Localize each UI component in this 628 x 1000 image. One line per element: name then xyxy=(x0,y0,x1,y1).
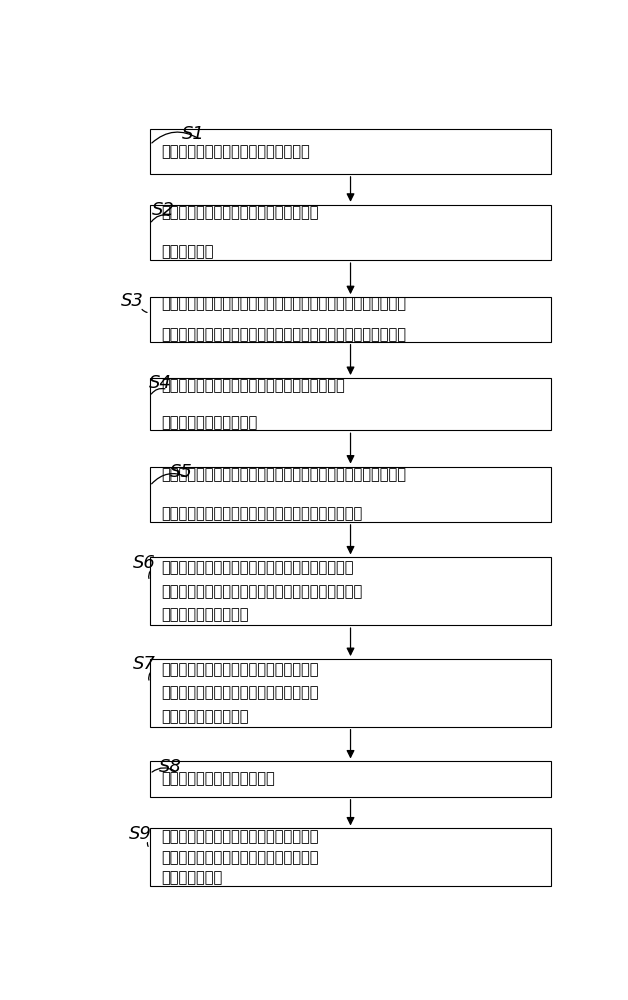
FancyBboxPatch shape xyxy=(150,557,551,625)
Text: S9: S9 xyxy=(129,825,152,843)
Text: 至盾构平移横通道上端，在组装井内将盾尾吸装于所述中盾后端: 至盾构平移横通道上端，在组装井内将盾尾吸装于所述中盾后端 xyxy=(161,328,406,343)
Text: S5: S5 xyxy=(170,463,193,481)
Text: 在所述盾构组装与出土竟井内组装盾构机: 在所述盾构组装与出土竟井内组装盾构机 xyxy=(161,206,319,221)
Text: 在所述盾构转向暗掘隧道内安装盾构反力: 在所述盾构转向暗掘隧道内安装盾构反力 xyxy=(161,662,319,677)
FancyBboxPatch shape xyxy=(150,828,551,886)
Text: 处，所述盾构机转体平移进入所述盾构转向暗掘隧道: 处，所述盾构机转体平移进入所述盾构转向暗掘隧道 xyxy=(161,506,363,521)
Text: 所述盾构机移动至所述盾构平移横通道与盾构转向暗掘隧道交接: 所述盾构机移动至所述盾构平移横通道与盾构转向暗掘隧道交接 xyxy=(161,467,406,482)
Text: 所述盾构机的所述前盾和所述中盾同时向前移动，所述前盾移动: 所述盾构机的所述前盾和所述中盾同时向前移动，所述前盾移动 xyxy=(161,296,406,311)
Text: 态，盾构机进入旋转位置: 态，盾构机进入旋转位置 xyxy=(161,415,257,430)
Text: 安装盾构后续台车装置: 安装盾构后续台车装置 xyxy=(161,607,249,622)
FancyBboxPatch shape xyxy=(150,466,551,522)
FancyBboxPatch shape xyxy=(150,297,551,342)
Text: S2: S2 xyxy=(153,201,175,219)
Text: S1: S1 xyxy=(181,125,205,143)
FancyBboxPatch shape xyxy=(150,378,551,430)
Text: S3: S3 xyxy=(121,292,144,310)
Text: 位置暗掘隧道，在所述分体始发台车布置暗掘隧道内: 位置暗掘隧道，在所述分体始发台车布置暗掘隧道内 xyxy=(161,584,363,599)
Text: 在所述盾构平移横通道内平移和调整盾构机的姿: 在所述盾构平移横通道内平移和调整盾构机的姿 xyxy=(161,378,345,393)
FancyBboxPatch shape xyxy=(150,659,551,727)
Text: 进，掘掘出盾构隧道，并在所述盾构隧道: 进，掘掘出盾构隧道，并在所述盾构隧道 xyxy=(161,850,319,865)
FancyBboxPatch shape xyxy=(150,761,551,797)
FancyBboxPatch shape xyxy=(150,205,551,260)
Text: 内拼装盾构管片: 内拼装盾构管片 xyxy=(161,870,223,885)
Text: 述盾构转向暗掘隧道内: 述盾构转向暗掘隧道内 xyxy=(161,709,249,724)
FancyBboxPatch shape xyxy=(150,129,551,174)
Text: 所述盾构机进行分体始发施工: 所述盾构机进行分体始发施工 xyxy=(161,772,275,787)
Text: 在盾构组装与出土竟井内安装盾构基座: 在盾构组装与出土竟井内安装盾构基座 xyxy=(161,144,310,159)
Text: S4: S4 xyxy=(148,374,171,392)
Text: S8: S8 xyxy=(158,758,181,776)
Text: 的前盾和中盾: 的前盾和中盾 xyxy=(161,244,214,259)
Text: 所述盾构机在需要掘进的盾构区间进行掘: 所述盾构机在需要掘进的盾构区间进行掘 xyxy=(161,830,319,845)
Text: S6: S6 xyxy=(133,554,156,572)
Text: 架及电瓶车运输轨道，盾构管片运输至所: 架及电瓶车运输轨道，盾构管片运输至所 xyxy=(161,685,319,700)
Text: 所述盾构机由所述盾构转向暗掘隧道进入盾构始发: 所述盾构机由所述盾构转向暗掘隧道进入盾构始发 xyxy=(161,560,354,575)
Text: S7: S7 xyxy=(133,655,156,673)
